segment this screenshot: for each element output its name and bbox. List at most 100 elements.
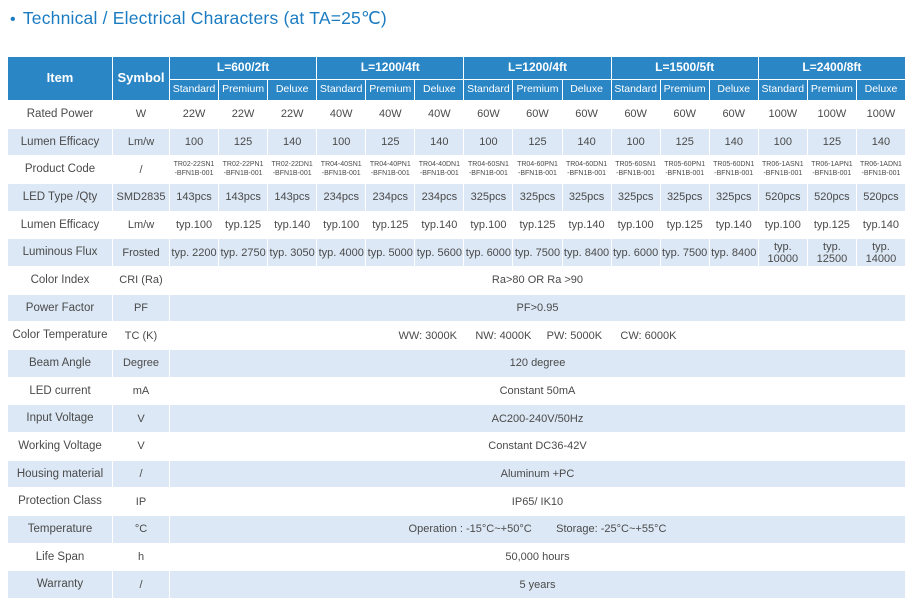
value-cell: 100W xyxy=(758,101,807,128)
merged-value-cell: 120 degree xyxy=(170,349,905,377)
merged-value-cell: Ra>80 OR Ra >90 xyxy=(170,266,905,294)
value-cell: typ. 10000 xyxy=(758,239,807,266)
row-symbol: h xyxy=(113,543,169,571)
value-cell: 125 xyxy=(219,128,268,156)
value-cell: 100W xyxy=(856,101,905,128)
value-cell: 100W xyxy=(807,101,856,128)
row-item-label: Working Voltage xyxy=(8,432,112,460)
header-subcol: Deluxe xyxy=(562,80,611,100)
value-cell: 325pcs xyxy=(660,183,709,211)
row-item-label: Beam Angle xyxy=(8,349,112,377)
value-cell: 325pcs xyxy=(611,183,660,211)
value-cell: TR02-22PN1 -BFN1B-001 xyxy=(219,156,268,183)
header-group-4: L=2400/8ft xyxy=(758,57,905,79)
value-cell: 140 xyxy=(562,128,611,156)
value-cell: TR02-22SN1 -BFN1B-001 xyxy=(170,156,219,183)
value-cell: 40W xyxy=(415,101,464,128)
value-cell: typ.140 xyxy=(415,211,464,239)
value-cell: 143pcs xyxy=(219,183,268,211)
row-item-label: Product Code xyxy=(8,156,112,183)
row-symbol: / xyxy=(113,156,169,183)
value-cell: 125 xyxy=(513,128,562,156)
row-item-label: Housing material xyxy=(8,460,112,488)
header-item: Item xyxy=(8,57,112,100)
header-group-3: L=1500/5ft xyxy=(611,57,758,79)
value-cell: typ. 5600 xyxy=(415,239,464,266)
value-cell: 325pcs xyxy=(513,183,562,211)
value-cell: 22W xyxy=(268,101,317,128)
value-cell: typ.100 xyxy=(758,211,807,239)
value-cell: 60W xyxy=(709,101,758,128)
merged-value-cell: PF>0.95 xyxy=(170,294,905,322)
merged-value-cell: IP65/ IK10 xyxy=(170,488,905,515)
value-cell: TR06-1APN1 -BFN1B-001 xyxy=(807,156,856,183)
value-cell: 100 xyxy=(464,128,513,156)
value-cell: typ.140 xyxy=(268,211,317,239)
value-cell: typ.100 xyxy=(317,211,366,239)
value-cell: TR06-1ASN1 -BFN1B-001 xyxy=(758,156,807,183)
header-symbol: Symbol xyxy=(113,57,169,100)
value-cell: 140 xyxy=(709,128,758,156)
value-cell: TR06-1ADN1 -BFN1B-001 xyxy=(856,156,905,183)
row-item-label: Power Factor xyxy=(8,294,112,322)
value-cell: 325pcs xyxy=(562,183,611,211)
value-cell: 325pcs xyxy=(464,183,513,211)
value-cell: TR04-60DN1 -BFN1B-001 xyxy=(562,156,611,183)
row-item-label: Temperature xyxy=(8,515,112,543)
value-cell: typ.125 xyxy=(219,211,268,239)
value-cell: typ.140 xyxy=(856,211,905,239)
row-symbol: Lm/w xyxy=(113,211,169,239)
row-symbol: W xyxy=(113,101,169,128)
row-symbol: IP xyxy=(113,488,169,515)
row-symbol: TC (K) xyxy=(113,322,169,349)
header-subcol: Standard xyxy=(317,80,366,100)
row-item-label: Color Temperature xyxy=(8,322,112,349)
row-item-label: Lumen Efficacy xyxy=(8,211,112,239)
value-cell: typ.140 xyxy=(562,211,611,239)
value-cell: typ. 8400 xyxy=(562,239,611,266)
header-subcol: Deluxe xyxy=(268,80,317,100)
header-subcol: Standard xyxy=(170,80,219,100)
row-symbol: PF xyxy=(113,294,169,322)
value-cell: typ. 2200 xyxy=(170,239,219,266)
merged-value-cell: AC200-240V/50Hz xyxy=(170,405,905,432)
value-cell: TR04-40DN1 -BFN1B-001 xyxy=(415,156,464,183)
value-cell: TR04-40SN1 -BFN1B-001 xyxy=(317,156,366,183)
row-symbol: Frosted xyxy=(113,239,169,266)
header-subcol: Premium xyxy=(513,80,562,100)
row-symbol: °C xyxy=(113,515,169,543)
value-cell: 143pcs xyxy=(170,183,219,211)
value-cell: typ. 5000 xyxy=(366,239,415,266)
value-cell: typ. 7500 xyxy=(513,239,562,266)
value-cell: typ.140 xyxy=(709,211,758,239)
row-symbol: V xyxy=(113,432,169,460)
value-cell: typ.125 xyxy=(366,211,415,239)
row-item-label: Luminous Flux xyxy=(8,239,112,266)
value-cell: 60W xyxy=(660,101,709,128)
value-cell: 234pcs xyxy=(317,183,366,211)
merged-value-cell: 50,000 hours xyxy=(170,543,905,571)
merged-value-cell: WW: 3000K NW: 4000K PW: 5000K CW: 6000K xyxy=(170,322,905,349)
row-symbol: mA xyxy=(113,377,169,405)
merged-value-cell: Constant 50mA xyxy=(170,377,905,405)
value-cell: 100 xyxy=(758,128,807,156)
value-cell: typ. 2750 xyxy=(219,239,268,266)
header-subcol: Deluxe xyxy=(709,80,758,100)
value-cell: 125 xyxy=(366,128,415,156)
value-cell: TR02-22DN1 -BFN1B-001 xyxy=(268,156,317,183)
row-item-label: Rated Power xyxy=(8,101,112,128)
value-cell: typ. 12500 xyxy=(807,239,856,266)
header-subcol: Deluxe xyxy=(415,80,464,100)
header-subcol: Deluxe xyxy=(856,80,905,100)
merged-value-cell: Operation : -15°C~+50°C Storage: -25°C~+… xyxy=(170,515,905,543)
row-symbol: Degree xyxy=(113,349,169,377)
header-subcol: Standard xyxy=(611,80,660,100)
value-cell: TR04-40PN1 -BFN1B-001 xyxy=(366,156,415,183)
value-cell: typ. 3050 xyxy=(268,239,317,266)
header-group-0: L=600/2ft xyxy=(170,57,317,79)
row-symbol: SMD2835 xyxy=(113,183,169,211)
row-symbol: / xyxy=(113,460,169,488)
value-cell: 60W xyxy=(562,101,611,128)
value-cell: 125 xyxy=(660,128,709,156)
